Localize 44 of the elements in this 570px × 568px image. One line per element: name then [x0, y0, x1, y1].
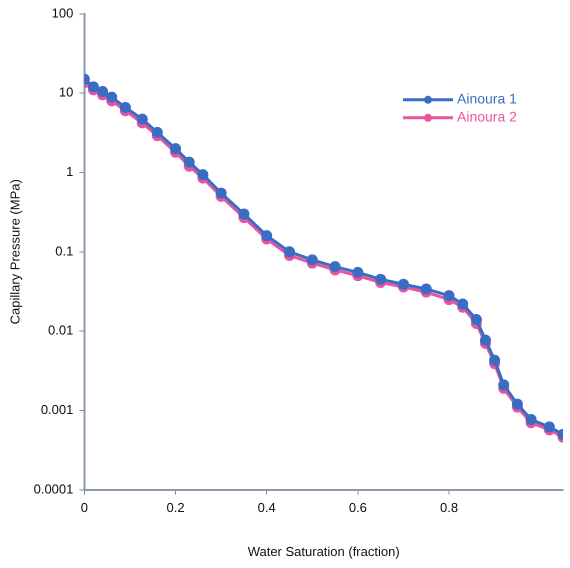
point	[306, 254, 318, 266]
x-tick-label: 0.2	[166, 500, 185, 516]
y-tick-label: 0.001	[40, 402, 74, 418]
point	[238, 208, 250, 220]
x-tick-label: 0.6	[348, 500, 367, 516]
x-tick-label: 0	[80, 500, 88, 516]
point	[489, 354, 500, 366]
y-tick-label: 0.0001	[34, 481, 74, 496]
point	[136, 114, 148, 125]
x-tick-label: 0.4	[258, 500, 276, 516]
x-axis-title: Water Saturation (fraction)	[248, 544, 400, 559]
point	[526, 414, 537, 425]
point	[375, 274, 386, 285]
point	[352, 266, 364, 278]
legend-label: Ainoura 1	[457, 90, 518, 107]
point	[97, 86, 108, 97]
point	[444, 290, 455, 302]
point	[261, 230, 272, 242]
point	[398, 278, 409, 290]
x-tick-label: 0.8	[440, 500, 458, 516]
point	[184, 156, 195, 168]
point	[216, 188, 227, 199]
legend-label: Ainoura 2	[457, 108, 518, 125]
point	[470, 314, 482, 326]
point	[120, 102, 131, 113]
point	[106, 92, 118, 103]
point	[544, 421, 555, 432]
point	[284, 246, 295, 258]
y-axis-title: Capillary Pressure (MPa)	[7, 179, 22, 324]
y-tick-label: 10	[58, 84, 74, 100]
y-tick-label: 1	[66, 164, 74, 180]
point	[420, 283, 432, 294]
y-tick-label: 0.01	[48, 322, 74, 338]
point	[170, 143, 182, 154]
point	[88, 81, 99, 92]
y-tick-label: 0.1	[55, 243, 74, 258]
point	[512, 398, 523, 410]
point	[330, 261, 341, 272]
point	[480, 334, 492, 346]
point	[498, 379, 510, 390]
point	[152, 126, 163, 138]
point	[197, 169, 208, 180]
y-tick-label: 100	[52, 5, 74, 20]
point	[457, 298, 468, 310]
